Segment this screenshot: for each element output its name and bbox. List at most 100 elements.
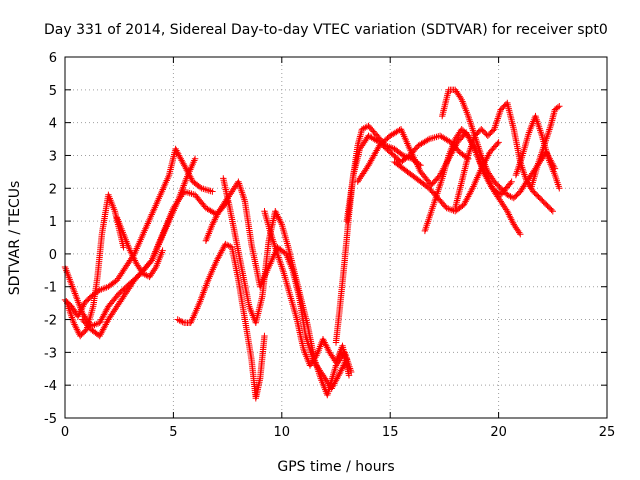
- data-point-markers: [484, 175, 497, 194]
- data-point-markers: [96, 284, 110, 294]
- data-point-markers: [540, 124, 554, 149]
- data-point-markers: [471, 145, 484, 167]
- data-point-markers: [387, 126, 403, 139]
- data-point-markers: [365, 132, 381, 145]
- data-point-markers: [491, 188, 503, 203]
- data-point-markers: [491, 178, 503, 191]
- data-point-markers: [436, 132, 453, 145]
- data-point-markers: [220, 175, 233, 210]
- data-point-markers: [157, 173, 172, 198]
- data-point-marker: [556, 185, 563, 192]
- data-point-markers: [306, 354, 319, 369]
- data-point-marker: [261, 332, 268, 340]
- data-point-markers: [439, 88, 452, 120]
- data-point-markers: [534, 144, 547, 169]
- data-point-markers: [256, 334, 268, 382]
- data-point-markers: [196, 278, 211, 307]
- data-point-marker: [495, 139, 502, 146]
- y-tick-label: 0: [49, 248, 57, 263]
- series-track-4: [79, 155, 199, 340]
- data-point-markers: [551, 171, 562, 190]
- data-point-markers: [356, 134, 371, 153]
- data-point-markers: [204, 259, 220, 284]
- series-track-15: [452, 99, 556, 215]
- data-point-markers: [532, 112, 545, 138]
- data-point-markers: [298, 296, 311, 328]
- data-point-markers: [545, 155, 558, 177]
- data-point-markers: [510, 126, 524, 164]
- data-point-markers: [133, 260, 146, 276]
- data-point-markers: [148, 239, 163, 264]
- data-point-markers: [172, 145, 187, 167]
- y-tick-label: 3: [49, 149, 57, 164]
- series-track-17: [527, 103, 563, 192]
- data-point-markers: [400, 165, 414, 178]
- data-point-markers: [428, 173, 442, 189]
- data-point-markers: [81, 294, 93, 307]
- data-point-markers: [391, 145, 405, 158]
- y-tick-label: -3: [44, 346, 57, 361]
- data-point-markers: [354, 163, 371, 185]
- data-point-marker: [209, 188, 216, 195]
- data-point-markers: [291, 270, 304, 302]
- data-point-markers: [87, 326, 102, 339]
- data-point-markers: [285, 244, 298, 275]
- y-tick-label: 2: [49, 182, 57, 197]
- data-point-marker: [345, 372, 353, 379]
- y-tick-label: -2: [44, 314, 57, 329]
- data-point-markers: [272, 208, 285, 226]
- data-point-markers: [324, 364, 339, 399]
- data-point-markers: [259, 239, 272, 300]
- data-point-markers: [165, 200, 181, 225]
- data-point-markers: [146, 265, 159, 281]
- series-track-18: [391, 139, 502, 215]
- data-point-markers: [460, 186, 475, 208]
- data-point-marker: [517, 231, 524, 238]
- data-point-markers: [94, 233, 105, 281]
- data-point-marker: [556, 103, 563, 110]
- data-point-markers: [484, 127, 497, 139]
- data-point-markers: [458, 96, 471, 118]
- data-point-markers: [70, 286, 85, 315]
- data-point-markers: [183, 157, 198, 182]
- data-point-markers: [543, 201, 555, 214]
- data-point-markers: [202, 223, 215, 244]
- data-point-markers: [536, 194, 549, 207]
- data-point-markers: [235, 178, 248, 203]
- y-tick-label: 6: [49, 51, 57, 66]
- data-point-markers: [358, 123, 371, 133]
- data-point-markers: [417, 178, 431, 191]
- series-track-3: [64, 191, 127, 340]
- data-point-markers: [105, 191, 118, 213]
- data-point-markers: [343, 173, 357, 225]
- data-point-marker: [191, 155, 199, 162]
- plot-frame: [64, 56, 608, 419]
- data-point-markers: [465, 112, 478, 138]
- data-point-markers: [113, 291, 128, 310]
- x-tick-label: 15: [382, 425, 399, 440]
- data-point-markers: [365, 144, 382, 169]
- data-point-markers: [376, 133, 392, 149]
- data-point-markers: [105, 291, 122, 310]
- x-axis-label: GPS time / hours: [277, 459, 394, 475]
- data-point-markers: [293, 316, 307, 351]
- data-points: [61, 86, 563, 402]
- x-tick-label: 10: [274, 425, 291, 440]
- data-point-markers: [319, 336, 332, 354]
- data-point-markers: [274, 250, 287, 275]
- data-point-markers: [77, 327, 89, 340]
- data-point-markers: [491, 108, 504, 133]
- data-point-markers: [198, 185, 214, 195]
- data-point-markers: [148, 193, 163, 218]
- data-point-marker: [549, 208, 556, 215]
- data-point-markers: [551, 104, 562, 113]
- data-point-markers: [90, 275, 101, 310]
- data-point-markers: [267, 231, 281, 256]
- data-point-markers: [113, 265, 128, 284]
- data-point-markers: [397, 126, 413, 151]
- data-point-markers: [504, 208, 517, 226]
- data-point-markers: [421, 203, 437, 235]
- data-point-markers: [187, 301, 202, 326]
- data-point-markers: [280, 270, 294, 298]
